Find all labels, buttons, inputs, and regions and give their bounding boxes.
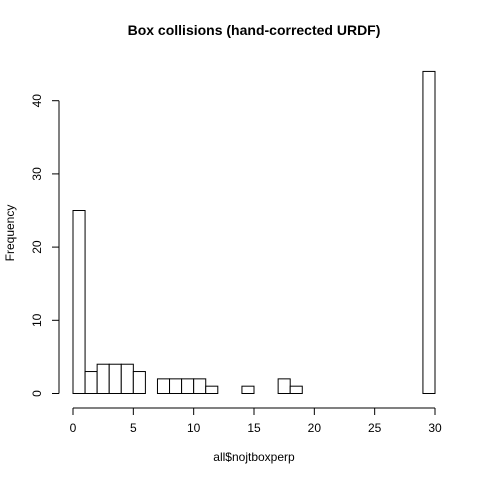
histogram-bar bbox=[241, 385, 255, 394]
histogram-bar bbox=[108, 363, 122, 395]
y-tick-label: 30 bbox=[30, 167, 44, 181]
histogram-bar bbox=[84, 371, 98, 395]
x-tick-label: 20 bbox=[308, 421, 322, 435]
histogram-bar bbox=[193, 378, 207, 394]
y-axis: 0 10 20 30 40 bbox=[30, 94, 60, 397]
histogram-bar bbox=[169, 378, 183, 394]
histogram-bar bbox=[96, 363, 110, 395]
histogram-bar bbox=[289, 385, 303, 394]
x-tick-label: 30 bbox=[428, 421, 442, 435]
histogram-bar bbox=[422, 70, 436, 394]
histogram-bar bbox=[277, 378, 291, 394]
bars-group bbox=[72, 70, 436, 395]
histogram-bar bbox=[181, 378, 195, 394]
x-tick-label: 10 bbox=[187, 421, 201, 435]
histogram-bar bbox=[156, 378, 171, 394]
y-axis-label: Frequency bbox=[3, 205, 17, 262]
y-tick-label: 40 bbox=[30, 94, 44, 108]
histogram-bar bbox=[132, 371, 146, 395]
x-axis: 0 5 10 15 20 25 30 bbox=[70, 407, 442, 435]
x-tick-label: 0 bbox=[70, 421, 77, 435]
y-tick-label: 10 bbox=[30, 313, 44, 327]
x-tick-label: 25 bbox=[368, 421, 382, 435]
chart-title: Box collisions (hand-corrected URDF) bbox=[128, 22, 381, 38]
y-tick-label: 20 bbox=[30, 240, 44, 254]
histogram-bar bbox=[120, 363, 134, 395]
histogram-bar bbox=[72, 210, 86, 394]
x-tick-label: 5 bbox=[130, 421, 137, 435]
histogram-bar bbox=[205, 385, 219, 394]
x-tick-label: 15 bbox=[247, 421, 261, 435]
y-tick-label: 0 bbox=[30, 390, 44, 397]
x-axis-label: all$nojtboxperp bbox=[213, 450, 295, 464]
